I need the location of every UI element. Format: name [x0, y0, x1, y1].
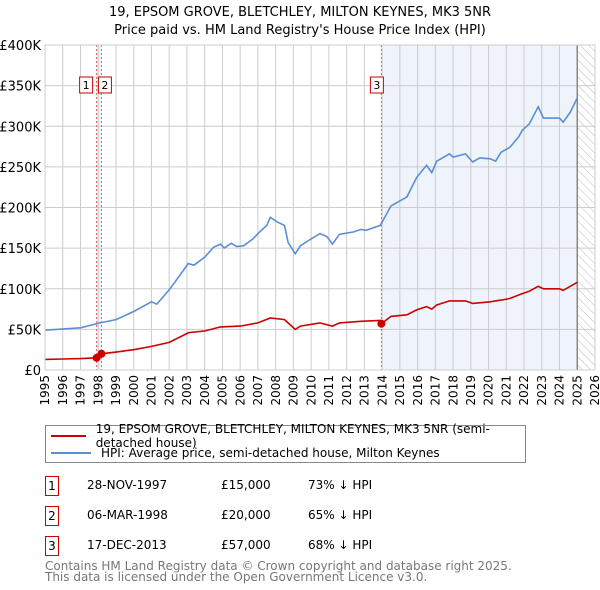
- x-tick-label: 2003: [180, 375, 194, 406]
- sale-label-box: [369, 76, 384, 94]
- x-tick-label: 2020: [482, 375, 496, 406]
- y-tick-label: £300K: [0, 120, 41, 135]
- x-tick-label: 2011: [322, 375, 336, 406]
- footer-licence: This data is licensed under the Open Gov…: [45, 570, 428, 584]
- x-tick-label: 2006: [233, 375, 247, 406]
- transaction-hpi: 73% ↓ HPI: [308, 478, 373, 492]
- x-tick-label: 2023: [535, 375, 549, 406]
- x-tick-label: 2021: [500, 375, 514, 406]
- plot-frame: [44, 44, 596, 371]
- price-chart: 19, EPSOM GROVE, BLETCHLEY, MILTON KEYNE…: [0, 5, 600, 406]
- x-tick-label: 2015: [393, 375, 407, 406]
- x-tick-label: 2010: [304, 375, 318, 406]
- legend-item-hpi: HPI: Average price, semi-detached house,…: [46, 445, 440, 461]
- x-tick-label: 2026: [588, 375, 600, 406]
- x-tick-label: 2022: [517, 375, 531, 406]
- series-line-property: [44, 281, 578, 361]
- sale-label: 3: [373, 79, 380, 92]
- legend: 19, EPSOM GROVE, BLETCHLEY, MILTON KEYNE…: [45, 422, 526, 463]
- legend-swatch-hpi: [51, 452, 91, 454]
- y-tick-label: £150K: [0, 242, 41, 257]
- x-tick-label: 2004: [198, 375, 212, 406]
- sale-label: 2: [101, 79, 108, 92]
- transaction-number: 3: [45, 536, 59, 556]
- x-tick-label: 1998: [91, 375, 105, 406]
- x-tick-label: 2008: [269, 375, 283, 406]
- transaction-date: 17-DEC-2013: [87, 538, 167, 552]
- sale-label: 1: [83, 79, 90, 92]
- transaction-price: £15,000: [221, 478, 271, 492]
- x-tick-label: 2002: [162, 375, 176, 406]
- x-tick-label: 2007: [251, 375, 265, 406]
- y-tick-label: £350K: [0, 80, 41, 95]
- sale-marker: [97, 349, 106, 358]
- sale-label-box: [97, 76, 112, 94]
- table-row: 1 28-NOV-1997 £15,000 73% ↓ HPI: [45, 476, 565, 496]
- series-line-hpi: [44, 97, 579, 331]
- x-tick-label: 2000: [127, 375, 141, 406]
- footer-copyright: Contains HM Land Registry data © Crown c…: [45, 559, 512, 573]
- x-tick-label: 2025: [571, 375, 585, 406]
- x-tick-label: 1995: [38, 375, 52, 406]
- sale-label-box: [79, 76, 94, 94]
- transaction-price: £20,000: [221, 508, 271, 522]
- y-tick-label: £250K: [0, 161, 41, 176]
- transaction-price: £57,000: [221, 538, 271, 552]
- chart-title: 19, EPSOM GROVE, BLETCHLEY, MILTON KEYNE…: [109, 5, 491, 20]
- x-tick-label: 1999: [109, 375, 123, 406]
- y-tick-label: £200K: [0, 202, 41, 217]
- transaction-date: 28-NOV-1997: [87, 478, 168, 492]
- x-tick-label: 2018: [446, 375, 460, 406]
- x-tick-label: 2005: [216, 375, 230, 406]
- transaction-date: 06-MAR-1998: [87, 508, 168, 522]
- x-tick-label: 2017: [429, 375, 443, 406]
- x-tick-label: 2024: [553, 375, 567, 406]
- legend-item-property: 19, EPSOM GROVE, BLETCHLEY, MILTON KEYNE…: [46, 422, 525, 450]
- table-row: 2 06-MAR-1998 £20,000 65% ↓ HPI: [45, 506, 565, 526]
- transaction-number: 1: [45, 476, 59, 496]
- legend-label-property: 19, EPSOM GROVE, BLETCHLEY, MILTON KEYNE…: [95, 422, 490, 450]
- x-tick-label: 1997: [74, 375, 88, 406]
- legend-swatch-property: [51, 435, 86, 437]
- x-tick-label: 2009: [287, 375, 301, 406]
- x-tick-label: 2016: [411, 375, 425, 406]
- y-tick-label: £0: [24, 364, 41, 379]
- table-row: 3 17-DEC-2013 £57,000 68% ↓ HPI: [45, 536, 565, 556]
- x-tick-label: 2014: [375, 375, 389, 406]
- transaction-hpi: 68% ↓ HPI: [308, 538, 373, 552]
- y-tick-label: £100K: [0, 283, 41, 298]
- transaction-hpi: 65% ↓ HPI: [308, 508, 373, 522]
- y-tick-label: £50K: [8, 323, 42, 338]
- x-tick-label: 1996: [56, 375, 70, 406]
- x-tick-label: 2001: [145, 375, 159, 406]
- chart-subtitle: Price paid vs. HM Land Registry's House …: [114, 23, 486, 38]
- sale-marker: [377, 319, 386, 328]
- transaction-number: 2: [45, 506, 59, 526]
- x-tick-label: 2019: [464, 375, 478, 406]
- legend-label-hpi: HPI: Average price, semi-detached house,…: [101, 446, 440, 460]
- x-tick-label: 2013: [358, 375, 372, 406]
- x-tick-label: 2012: [340, 375, 354, 406]
- y-tick-label: £400K: [0, 39, 41, 54]
